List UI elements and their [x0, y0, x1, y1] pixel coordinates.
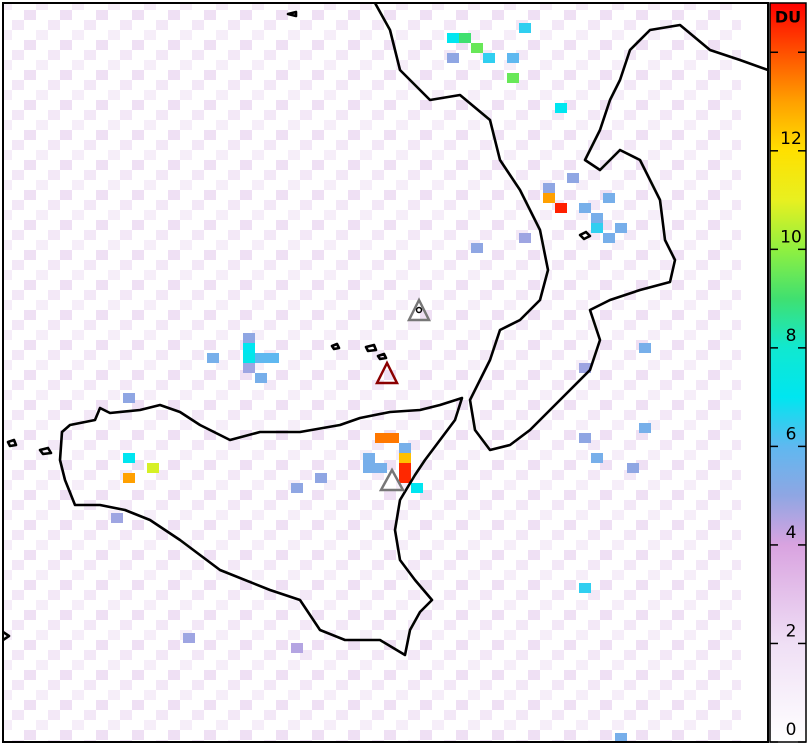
island — [330, 342, 388, 361]
so2-pixel — [639, 423, 651, 433]
so2-pixel — [363, 463, 375, 473]
so2-pixel — [507, 53, 519, 63]
colorbar-tick-label: 4 — [786, 523, 797, 543]
so2-pixel — [123, 473, 135, 483]
so2-pixel — [399, 463, 411, 473]
colorbar-tick-label: 2 — [786, 621, 797, 641]
coastline-sicily — [58, 396, 464, 657]
volcano-vent — [415, 306, 423, 314]
so2-pixel — [579, 433, 591, 443]
colorbar-tick-label: 8 — [786, 326, 797, 346]
colorbar-tick-label: 0 — [786, 720, 797, 740]
so2-pixel — [627, 463, 639, 473]
colorbar-tick-label: 12 — [780, 129, 802, 149]
so2-pixel — [459, 33, 471, 43]
so2-pixel — [399, 473, 411, 483]
so2-pixel — [183, 633, 195, 643]
colorbar-gradient — [769, 2, 807, 743]
so2-pixel — [471, 43, 483, 53]
so2-pixel — [375, 463, 387, 473]
colorbar-tick-label: 10 — [780, 227, 802, 247]
so2-pixel — [543, 183, 555, 193]
so2-pixel — [615, 733, 627, 742]
so2-pixel — [207, 353, 219, 363]
so2-pixel — [111, 513, 123, 523]
so2-pixel — [243, 353, 255, 363]
so2-pixel — [387, 433, 399, 443]
so2-pixel — [447, 53, 459, 63]
island — [578, 230, 592, 241]
so2-pixel — [267, 353, 279, 363]
so2-pixel — [255, 353, 267, 363]
so2-pixel — [315, 473, 327, 483]
so2-pixel — [291, 643, 303, 653]
volcano-marker — [374, 360, 400, 385]
so2-pixel — [603, 233, 615, 243]
so2-pixel — [591, 453, 603, 463]
so2-pixel — [579, 203, 591, 213]
so2-pixel — [471, 243, 483, 253]
map-area — [3, 3, 768, 742]
so2-pixel — [147, 463, 159, 473]
so2-pixel — [555, 203, 567, 213]
volcano-marker — [378, 467, 406, 492]
so2-pixel — [243, 343, 255, 353]
colorbar: 0 2 4 6 8 10 12 — [769, 2, 807, 743]
so2-pixel — [639, 343, 651, 353]
so2-pixel — [243, 333, 255, 343]
coastline-italy — [373, 3, 768, 452]
so2-pixel — [255, 373, 267, 383]
pixel-layer — [111, 23, 651, 742]
so2-pixel — [507, 73, 519, 83]
so2-pixel — [579, 583, 591, 593]
so2-pixel — [519, 233, 531, 243]
so2-pixel — [579, 363, 591, 373]
so2-pixel — [555, 103, 567, 113]
so2-pixel — [567, 173, 579, 183]
so2-pixel — [447, 33, 459, 43]
colorbar-unit: DU — [775, 8, 801, 27]
so2-pixel — [591, 223, 603, 233]
so2-pixel — [411, 483, 423, 493]
so2-pixel — [399, 443, 411, 453]
so2-pixel — [291, 483, 303, 493]
so2-pixel — [615, 223, 627, 233]
so2-pixel — [375, 433, 387, 443]
so2-pixel — [603, 193, 615, 203]
so2-pixel — [519, 23, 531, 33]
map-frame — [2, 2, 769, 743]
so2-pixel — [123, 453, 135, 463]
so2-pixel — [483, 53, 495, 63]
so2-pixel — [399, 453, 411, 463]
colorbar-tick-label: 6 — [786, 424, 797, 444]
volcano-marker — [406, 297, 432, 322]
island — [3, 10, 298, 642]
background-texture — [3, 3, 741, 742]
so2-pixel — [123, 393, 135, 403]
so2-pixel — [543, 193, 555, 203]
so2-pixel — [591, 213, 603, 223]
so2-pixel — [363, 453, 375, 463]
so2-pixel — [243, 363, 255, 373]
